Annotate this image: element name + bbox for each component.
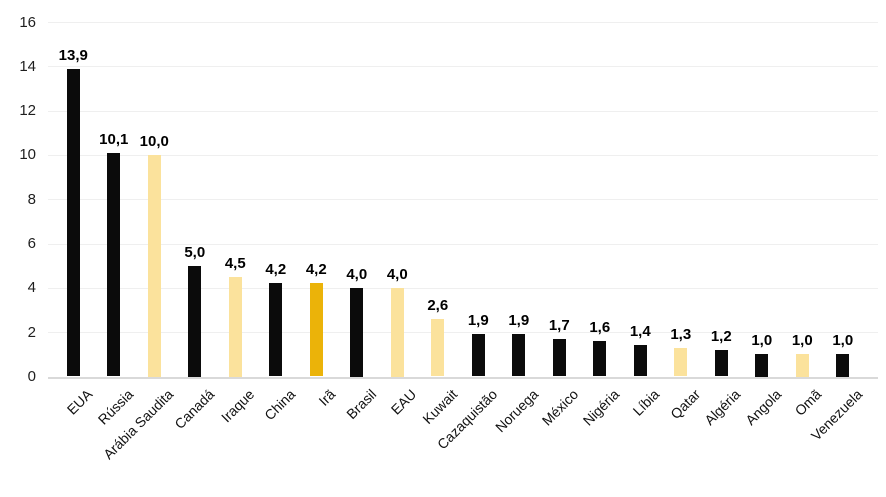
gridline: [48, 22, 878, 23]
bar-value-label: 2,6: [427, 296, 449, 314]
bar-value-label: 1,0: [751, 332, 773, 350]
x-axis-category-label: Qatar: [666, 385, 704, 422]
x-axis-category-label: Arábia Saudita: [100, 385, 177, 462]
bar-value-label: 1,0: [791, 332, 813, 350]
bar-canada: [188, 265, 202, 377]
y-axis-tick-label: 10: [19, 146, 36, 164]
x-axis-category-label: EAU: [387, 385, 420, 418]
x-axis-category-label: Canadá: [171, 385, 218, 432]
bar-brasil: [350, 287, 364, 377]
bar-ira: [309, 283, 323, 377]
bar-angola: [755, 354, 769, 377]
bar-value-label: 1,9: [508, 312, 530, 330]
bar-arabia-saudita: [147, 154, 161, 377]
gridline: [48, 110, 878, 112]
gridline: [48, 199, 878, 201]
bar-value-label: 1,9: [467, 312, 489, 330]
gridline: [48, 66, 878, 68]
bar-nigeria: [593, 341, 607, 377]
bar-eua: [66, 68, 80, 377]
x-axis-category-label: Noruega: [491, 385, 542, 435]
x-axis-category-label: EUA: [63, 385, 96, 418]
y-axis-tick-label: 16: [19, 13, 36, 31]
bar-china: [269, 283, 283, 377]
bar-value-label: 1,6: [589, 319, 611, 337]
bar-value-label: 4,2: [305, 261, 327, 279]
bar-mexico: [552, 338, 566, 377]
gridline: [48, 243, 878, 245]
bar-value-label: 5,0: [184, 243, 206, 261]
y-axis-tick-label: 8: [27, 190, 36, 208]
x-axis-category-label: México: [538, 385, 582, 429]
x-axis-category-label: Irã: [315, 385, 339, 409]
bar-value-label: 4,0: [386, 265, 408, 283]
x-axis-category-label: Algéria: [701, 385, 744, 428]
bar-value-label: 1,2: [710, 327, 732, 345]
bar-qatar: [674, 347, 688, 377]
x-axis-category-label: Líbia: [629, 385, 663, 419]
x-axis-baseline: [48, 376, 878, 379]
bar-cazaquistao: [471, 334, 485, 377]
bar-value-label: 13,9: [58, 46, 88, 64]
bar-kuwait: [431, 318, 445, 377]
bar-value-label: 10,0: [139, 132, 169, 150]
x-axis-category-label: Iraque: [218, 385, 258, 425]
bar-libia: [633, 345, 647, 377]
bar-russia: [107, 152, 121, 377]
x-axis-category-label: China: [260, 385, 299, 423]
bar-value-label: 1,0: [832, 332, 854, 350]
bar-oma: [795, 354, 809, 377]
bar-value-label: 4,5: [224, 254, 246, 272]
gridline: [48, 154, 878, 156]
y-axis-tick-label: 6: [27, 235, 36, 253]
bar-noruega: [512, 334, 526, 377]
bar-venezuela: [836, 354, 850, 377]
bar-iraque: [228, 276, 242, 377]
y-axis-tick-label: 14: [19, 57, 36, 75]
x-axis-category-label: Brasil: [342, 385, 380, 422]
x-axis-category-label: Omã: [791, 385, 825, 419]
x-axis-category-label: Angola: [741, 385, 785, 428]
bar-value-label: 4,0: [346, 265, 368, 283]
bar-value-label: 4,2: [265, 261, 287, 279]
bar-algeria: [714, 349, 728, 377]
bar-value-label: 1,7: [548, 316, 570, 334]
bar-value-label: 10,1: [99, 130, 129, 148]
y-axis-tick-label: 2: [27, 323, 36, 341]
gridline: [48, 287, 878, 289]
y-axis-tick-label: 12: [19, 102, 36, 120]
y-axis-tick-label: 4: [27, 279, 36, 297]
x-axis-category-label: Nigéria: [579, 385, 623, 429]
bar-value-label: 1,3: [670, 325, 692, 343]
bar-value-label: 1,4: [629, 323, 651, 341]
gridline: [48, 332, 878, 334]
bar-eau: [390, 287, 404, 377]
y-axis-tick-label: 0: [27, 368, 36, 385]
